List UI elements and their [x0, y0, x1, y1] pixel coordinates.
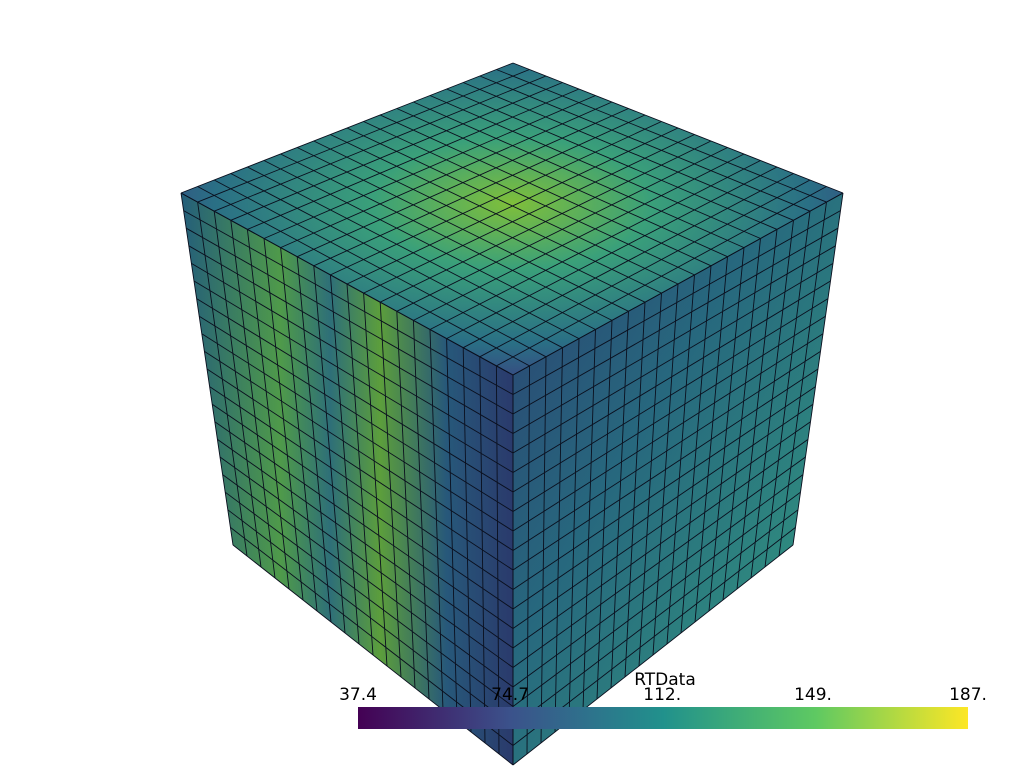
colorbar — [358, 707, 968, 729]
cube — [180, 62, 844, 766]
colorbar-tick-label: 187. — [949, 685, 987, 705]
mesh-lines — [180, 192, 514, 766]
mesh-lines — [180, 62, 844, 376]
colorbar-tick-label: 112. — [643, 685, 681, 705]
colorbar-tick-label: 74.7 — [491, 685, 529, 705]
colorbar-tick-label: 149. — [794, 685, 832, 705]
cube-top-face — [181, 63, 843, 375]
colorbar-tick-label: 37.4 — [339, 685, 377, 705]
mesh-lines — [512, 192, 844, 766]
colorbar-title: RTData — [634, 670, 696, 690]
